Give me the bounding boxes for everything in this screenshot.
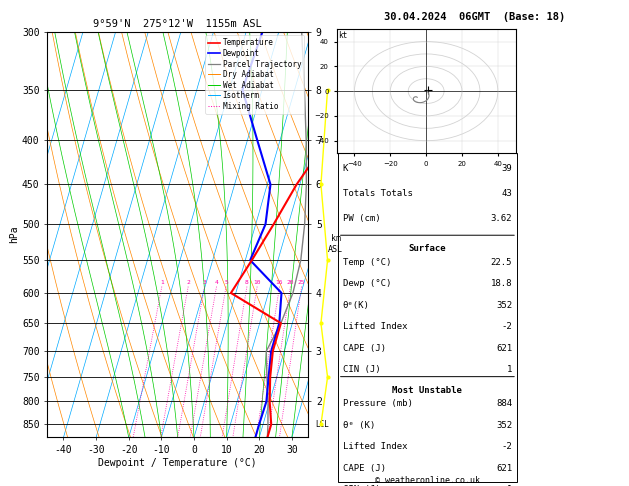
- Text: PW (cm): PW (cm): [343, 214, 381, 223]
- Legend: Temperature, Dewpoint, Parcel Trajectory, Dry Adiabat, Wet Adiabat, Isotherm, Mi: Temperature, Dewpoint, Parcel Trajectory…: [205, 35, 304, 114]
- Text: Pressure (mb): Pressure (mb): [343, 399, 413, 408]
- Text: Lifted Index: Lifted Index: [343, 322, 408, 331]
- Text: θᵉ (K): θᵉ (K): [343, 421, 375, 430]
- Text: Totals Totals: Totals Totals: [343, 189, 413, 198]
- X-axis label: Dewpoint / Temperature (°C): Dewpoint / Temperature (°C): [98, 458, 257, 468]
- Text: 20: 20: [287, 279, 294, 285]
- Text: -2: -2: [501, 322, 512, 331]
- Text: 1: 1: [160, 279, 164, 285]
- Y-axis label: hPa: hPa: [9, 226, 19, 243]
- Text: 25: 25: [298, 279, 305, 285]
- Text: 4: 4: [214, 279, 218, 285]
- Text: © weatheronline.co.uk: © weatheronline.co.uk: [376, 476, 480, 485]
- Text: CIN (J): CIN (J): [343, 365, 381, 374]
- Text: 39: 39: [501, 164, 512, 173]
- Text: 884: 884: [496, 399, 512, 408]
- Text: 8: 8: [245, 279, 249, 285]
- Text: Temp (°C): Temp (°C): [343, 258, 391, 267]
- Text: 5: 5: [224, 279, 228, 285]
- Text: Surface: Surface: [409, 244, 446, 253]
- Text: 43: 43: [501, 189, 512, 198]
- Text: 352: 352: [496, 421, 512, 430]
- Text: 30.04.2024  06GMT  (Base: 18): 30.04.2024 06GMT (Base: 18): [384, 12, 565, 22]
- Text: Most Unstable: Most Unstable: [392, 386, 462, 395]
- Text: 621: 621: [496, 344, 512, 353]
- Text: θᵉ(K): θᵉ(K): [343, 301, 370, 310]
- Text: 3: 3: [203, 279, 206, 285]
- Text: K: K: [343, 164, 348, 173]
- Text: Dewp (°C): Dewp (°C): [343, 279, 391, 288]
- Text: 3.62: 3.62: [491, 214, 512, 223]
- Text: 621: 621: [496, 464, 512, 473]
- Text: 10: 10: [253, 279, 261, 285]
- Text: CAPE (J): CAPE (J): [343, 464, 386, 473]
- Title: 9°59'N  275°12'W  1155m ASL: 9°59'N 275°12'W 1155m ASL: [93, 19, 262, 30]
- Text: Lifted Index: Lifted Index: [343, 442, 408, 451]
- Y-axis label: km
ASL: km ASL: [328, 235, 343, 254]
- Text: -2: -2: [501, 442, 512, 451]
- Text: 16: 16: [276, 279, 283, 285]
- Text: LCL: LCL: [315, 420, 329, 429]
- Text: 18.8: 18.8: [491, 279, 512, 288]
- Text: 22.5: 22.5: [491, 258, 512, 267]
- Text: CAPE (J): CAPE (J): [343, 344, 386, 353]
- Text: 352: 352: [496, 301, 512, 310]
- Text: 2: 2: [186, 279, 190, 285]
- Text: 1: 1: [506, 365, 512, 374]
- Text: kt: kt: [338, 31, 348, 40]
